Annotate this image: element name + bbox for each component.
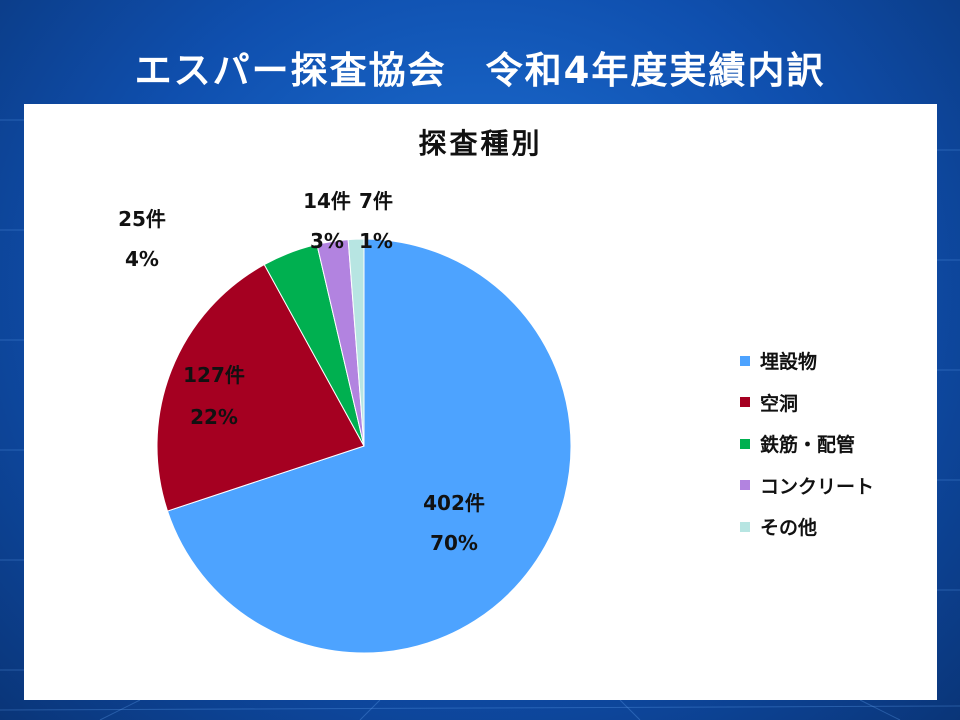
chart-title: 探査種別 [418, 127, 543, 160]
data-label-percent: 1% [359, 229, 393, 253]
slide-title: エスパー探査協会 令和4年度実績内訳 [134, 49, 826, 92]
data-label-count: 25件 [118, 207, 166, 231]
legend-swatch [740, 480, 750, 491]
legend-item: コンクリート [740, 465, 874, 507]
legend-swatch [740, 438, 750, 449]
legend-label: 鉄筋・配管 [760, 434, 856, 457]
legend-item: その他 [740, 506, 874, 548]
pie-chart: 402件 70% 127件 22% 25件 4% 14件 3% 7件 1% [118, 189, 572, 654]
data-label-percent: 4% [125, 247, 159, 271]
legend-label: その他 [760, 517, 818, 540]
data-label-percent: 70% [430, 531, 478, 555]
chart-panel: 402件 70% 127件 22% 25件 4% 14件 3% 7件 1% 探査種別 埋設物空洞鉄… [24, 104, 937, 700]
data-label-count: 7件 [359, 189, 393, 213]
legend-item: 鉄筋・配管 [740, 423, 874, 465]
legend-label: 空洞 [760, 392, 799, 415]
data-label-percent: 22% [190, 405, 238, 429]
chart-legend: 埋設物空洞鉄筋・配管コンクリート その他 [740, 340, 874, 548]
legend-swatch [740, 397, 750, 408]
legend-label: コンクリート [760, 475, 875, 498]
data-label-percent: 3% [310, 229, 344, 253]
data-label-count: 127件 [183, 363, 245, 387]
data-labels: 402件 70% 127件 22% 25件 4% 14件 3% 7件 1% [118, 189, 485, 555]
pie-slices [156, 238, 572, 654]
pie-slice [156, 263, 365, 512]
legend-label: 埋設物 [760, 351, 818, 374]
legend-item: 埋設物 [740, 340, 874, 382]
pie-slice [166, 238, 572, 654]
data-label-count: 14件 [303, 189, 351, 213]
legend-swatch [740, 355, 750, 366]
legend-item: 空洞 [740, 382, 874, 424]
data-label-count: 402件 [423, 491, 485, 515]
pie-slice [347, 238, 365, 447]
legend-swatch [740, 521, 750, 532]
